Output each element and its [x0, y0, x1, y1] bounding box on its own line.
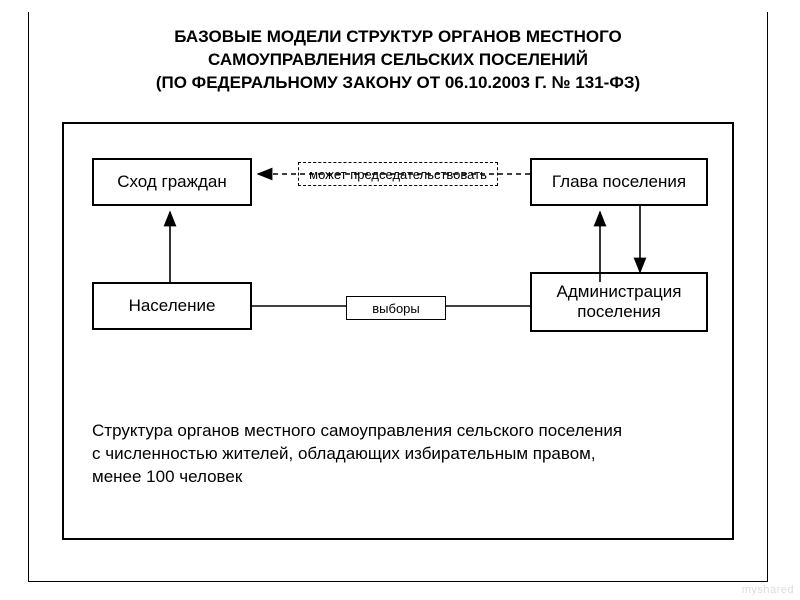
label-election-text: выборы [372, 301, 420, 316]
caption: Структура органов местного самоуправлени… [92, 420, 622, 489]
label-preside-text: может председательствовать [309, 167, 487, 182]
node-population-label: Население [129, 296, 216, 316]
node-admin: Администрация поселения [530, 272, 708, 332]
title-line-1: БАЗОВЫЕ МОДЕЛИ СТРУКТУР ОРГАНОВ МЕСТНОГО [174, 27, 622, 46]
watermark: myshared [742, 584, 794, 596]
title-line-3: (ПО ФЕДЕРАЛЬНОМУ ЗАКОНУ ОТ 06.10.2003 Г.… [156, 73, 640, 92]
node-assembly: Сход граждан [92, 158, 252, 206]
node-admin-label: Администрация поселения [540, 282, 698, 323]
caption-line-2: с численностью жителей, обладающих избир… [92, 444, 596, 463]
node-head: Глава поселения [530, 158, 708, 206]
node-assembly-label: Сход граждан [117, 172, 227, 192]
title-line-2: САМОУПРАВЛЕНИЯ СЕЛЬСКИХ ПОСЕЛЕНИЙ [208, 50, 588, 69]
page-title: БАЗОВЫЕ МОДЕЛИ СТРУКТУР ОРГАНОВ МЕСТНОГО… [40, 26, 756, 95]
label-election: выборы [346, 296, 446, 320]
node-head-label: Глава поселения [552, 172, 686, 192]
caption-line-3: менее 100 человек [92, 467, 242, 486]
label-preside: может председательствовать [298, 162, 498, 186]
caption-line-1: Структура органов местного самоуправлени… [92, 421, 622, 440]
node-population: Население [92, 282, 252, 330]
